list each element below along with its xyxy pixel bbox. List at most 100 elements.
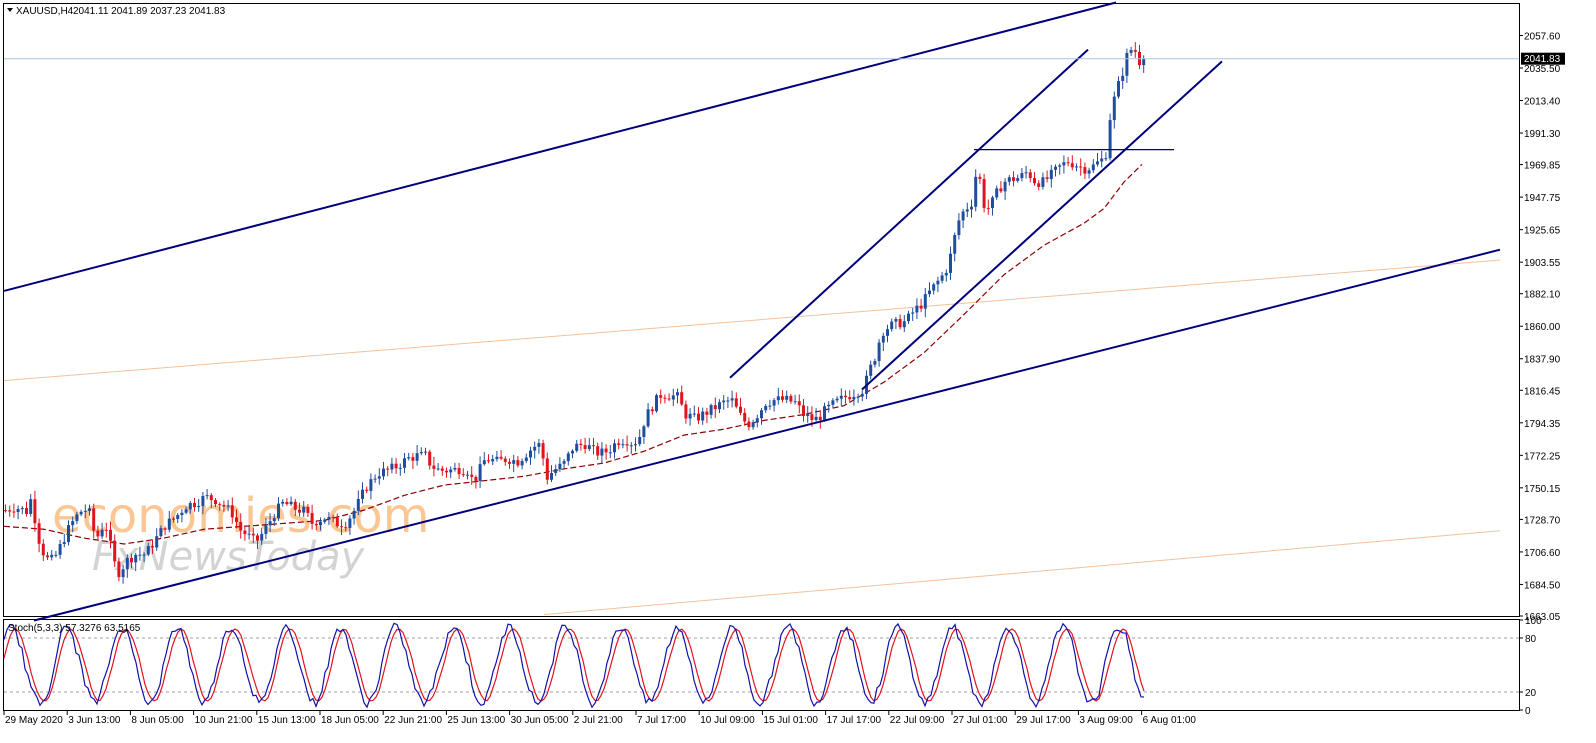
candle-up (79, 511, 83, 515)
price-tick-label: 1706.60 (1524, 548, 1561, 559)
candle-down (96, 530, 100, 537)
time-tick-label: 10 Jul 09:00 (700, 715, 755, 726)
candle-up (1007, 177, 1011, 182)
candle-down (4, 510, 7, 512)
candle-up (881, 335, 885, 343)
candle-down (251, 533, 255, 536)
candle-up (67, 525, 70, 543)
candle-down (117, 561, 121, 578)
candle-up (961, 211, 965, 221)
watermark-fxnewstoday: FxNewsToday (92, 534, 366, 580)
candle-up (50, 554, 54, 558)
candle-up (965, 209, 969, 212)
candle-up (369, 479, 373, 491)
candle-down (508, 461, 511, 464)
candle-up (134, 554, 138, 563)
stoch-main-line (3, 622, 1145, 709)
candle-up (1108, 120, 1112, 159)
candle-up (29, 499, 33, 514)
candle-up (1117, 81, 1120, 97)
candle-up (491, 459, 495, 462)
candle-up (1100, 158, 1104, 162)
candle-down (982, 179, 986, 208)
candle-down (151, 546, 154, 548)
candle-down (844, 395, 847, 398)
candle-down (667, 398, 671, 400)
candle-up (1129, 50, 1133, 53)
candle-up (1049, 169, 1053, 179)
candle-up (751, 422, 755, 428)
dropdown-triangle-icon[interactable] (7, 8, 13, 12)
candle-up (608, 452, 612, 454)
candle-up (562, 461, 566, 464)
candle-down (104, 529, 108, 531)
candle-down (592, 445, 595, 447)
candle-up (953, 234, 957, 254)
candle-down (789, 395, 793, 402)
candle-up (1121, 75, 1125, 82)
candle-down (579, 443, 583, 446)
candle-down (986, 207, 990, 209)
candle-down (810, 414, 814, 420)
candle-up (125, 557, 129, 570)
candle-up (613, 443, 616, 453)
trendline (861, 60, 1223, 391)
candle-down (163, 528, 167, 530)
candle-down (487, 460, 490, 462)
time-tick-label: 15 Jun 13:00 (258, 715, 316, 726)
candle-up (1096, 161, 1099, 165)
trendline (3, 1, 1117, 292)
candle-up (382, 468, 385, 477)
candle-down (230, 505, 234, 518)
candle-down (545, 458, 549, 480)
candle-down (314, 523, 318, 526)
candle-down (109, 529, 112, 541)
candle-up (949, 253, 952, 273)
candle-up (529, 450, 532, 458)
candle-up (180, 512, 184, 516)
candle-up (911, 312, 915, 314)
candle-up (272, 518, 276, 522)
moving-average-line (3, 163, 1143, 545)
candle-up (718, 402, 721, 410)
trendlines[interactable] (3, 1, 1501, 622)
candle-up (890, 321, 894, 330)
candle-down (193, 503, 196, 508)
candle-down (411, 457, 415, 461)
candle-up (823, 406, 826, 420)
candle-up (176, 515, 180, 520)
candle-down (243, 530, 247, 535)
price-tick-label: 1794.35 (1524, 419, 1561, 430)
candle-up (537, 443, 541, 447)
time-axis: 29 May 2020 3 Jun 13:00 8 Jun 05:00 10 Jun … (3, 711, 1196, 726)
candle-down (214, 500, 217, 505)
candle-down (625, 444, 629, 446)
price-tick-label: 2035.50 (1524, 64, 1561, 75)
candle-up (587, 445, 591, 450)
candle-down (705, 411, 709, 415)
candle-up (688, 413, 692, 419)
symbol-timeframe: XAUUSD,H4 (16, 6, 74, 17)
candle-up (1058, 165, 1062, 167)
candle-up (814, 416, 818, 420)
candle-up (390, 463, 394, 470)
price-tick-label: 1925.65 (1524, 226, 1561, 237)
candle-up (974, 176, 978, 207)
candle-up (1041, 177, 1045, 187)
candle-up (621, 444, 625, 446)
candle-up (785, 395, 789, 400)
price-panel-frame (3, 3, 1520, 617)
candle-down (596, 446, 600, 456)
candle-down (739, 406, 742, 413)
candle-up (146, 546, 150, 555)
stoch-tick-label: 20 (1525, 688, 1537, 699)
candle-up (676, 392, 679, 396)
candle-up (512, 460, 516, 464)
candle-up (671, 395, 675, 400)
time-tick-label: 7 Jul 17:00 (637, 715, 686, 726)
candle-down (617, 443, 621, 445)
candle-up (1054, 166, 1057, 170)
candle-down (340, 526, 343, 528)
candle-up (121, 569, 125, 578)
